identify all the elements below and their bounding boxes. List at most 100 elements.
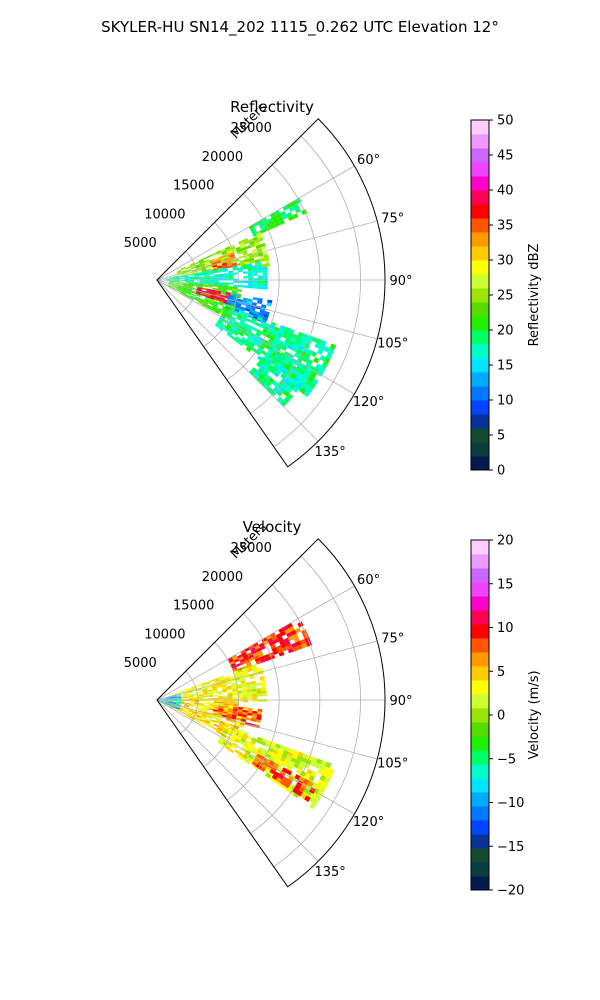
echo-cell: [243, 731, 249, 736]
echo-cell: [242, 285, 249, 288]
echo-cell: [278, 328, 285, 334]
echo-cell: [223, 269, 229, 272]
echo-cell: [186, 687, 192, 690]
echo-cell: [254, 657, 261, 663]
echo-cell: [262, 283, 268, 287]
echo-cell: [299, 368, 306, 375]
echo-cell: [183, 695, 189, 697]
echo-cell: [243, 240, 250, 245]
echo-cell: [281, 767, 288, 773]
echo-cell: [174, 277, 180, 279]
echo-cell: [310, 770, 318, 778]
echo-cell: [215, 680, 221, 684]
colorbar-tick-label: 5: [497, 665, 505, 680]
echo-cell: [256, 693, 262, 697]
echo-cell: [218, 302, 224, 306]
azimuth-tick-label: 120°: [353, 815, 384, 830]
echo-cell: [224, 677, 230, 682]
echo-cell: [258, 255, 264, 260]
echo-cell: [222, 688, 228, 691]
echo-cell: [188, 694, 194, 697]
azimuth-tick-label: 60°: [357, 153, 380, 168]
echo-cell: [196, 288, 202, 291]
echo-cell: [252, 642, 259, 648]
echo-cell: [231, 301, 237, 305]
echo-cell: [255, 331, 262, 337]
echo-cell: [237, 753, 243, 759]
echo-cell: [168, 282, 174, 284]
echo-cell: [248, 324, 254, 330]
echo-cell: [271, 635, 278, 641]
echo-cell: [213, 697, 219, 700]
echo-cell: [249, 309, 255, 314]
echo-cell: [241, 687, 247, 691]
echo-cell: [228, 703, 234, 707]
echo-cell: [214, 677, 220, 681]
echo-cell: [235, 336, 242, 342]
echo-cell: [269, 768, 276, 775]
echo-cell: [232, 690, 238, 694]
echo-cell: [268, 327, 274, 333]
echo-cell: [295, 640, 302, 647]
echo-cell: [241, 336, 247, 342]
echo-cell: [268, 760, 275, 766]
echo-cell: [161, 701, 167, 704]
echo-cell: [219, 297, 225, 302]
echo-cell: [257, 761, 264, 767]
echo-cell: [191, 712, 197, 716]
echo-cell: [224, 253, 230, 258]
echo-cell: [234, 749, 240, 754]
echo-cell: [207, 693, 213, 696]
echo-cell: [174, 705, 179, 708]
echo-cell: [242, 745, 249, 750]
echo-cell: [242, 314, 248, 319]
azimuth-gridline: [156, 699, 355, 815]
echo-cell: [317, 768, 324, 775]
echo-cell: [260, 741, 267, 746]
echo-cell: [217, 690, 223, 694]
echo-cell: [232, 666, 238, 671]
echo-cell: [174, 279, 180, 280]
echo-cell: [257, 297, 263, 302]
echo-cell: [277, 773, 285, 780]
echo-cell: [186, 268, 192, 271]
echo-cell: [187, 286, 193, 289]
echo-cell: [217, 288, 223, 291]
echo-cell: [249, 240, 255, 246]
colorbar-segment: [471, 652, 489, 667]
echo-cell: [246, 756, 253, 763]
echo-cell: [260, 225, 266, 231]
echo-cell: [188, 693, 194, 696]
echo-cell: [198, 695, 204, 698]
echo-cell: [229, 748, 235, 754]
echo-cell: [198, 271, 204, 274]
echo-cell: [294, 375, 301, 383]
echo-cell: [201, 303, 207, 308]
echo-cell: [238, 322, 244, 328]
echo-cell: [186, 291, 192, 295]
echo-cell: [295, 348, 302, 355]
colorbar-segment: [471, 442, 489, 457]
echo-cell: [167, 285, 173, 288]
echo-cell: [267, 217, 274, 224]
echo-cell: [316, 338, 323, 345]
echo-cell: [183, 705, 189, 708]
echo-cell: [188, 697, 194, 699]
echo-cell: [241, 667, 248, 672]
echo-cell: [212, 688, 218, 691]
echo-cell: [261, 370, 268, 377]
echo-cell: [182, 689, 188, 692]
echo-cell: [252, 272, 258, 276]
echo-cell: [198, 284, 204, 287]
echo-cell: [240, 682, 247, 686]
echo-cell: [252, 693, 258, 697]
echo-cell: [232, 712, 238, 716]
echo-cell: [188, 285, 194, 287]
echo-cell: [182, 273, 188, 276]
echo-cell: [246, 263, 253, 267]
echo-cell: [248, 334, 254, 340]
echo-cell: [229, 723, 235, 728]
colorbar-segment: [471, 316, 489, 331]
echo-cell: [321, 781, 329, 788]
echo-cell: [189, 702, 195, 704]
